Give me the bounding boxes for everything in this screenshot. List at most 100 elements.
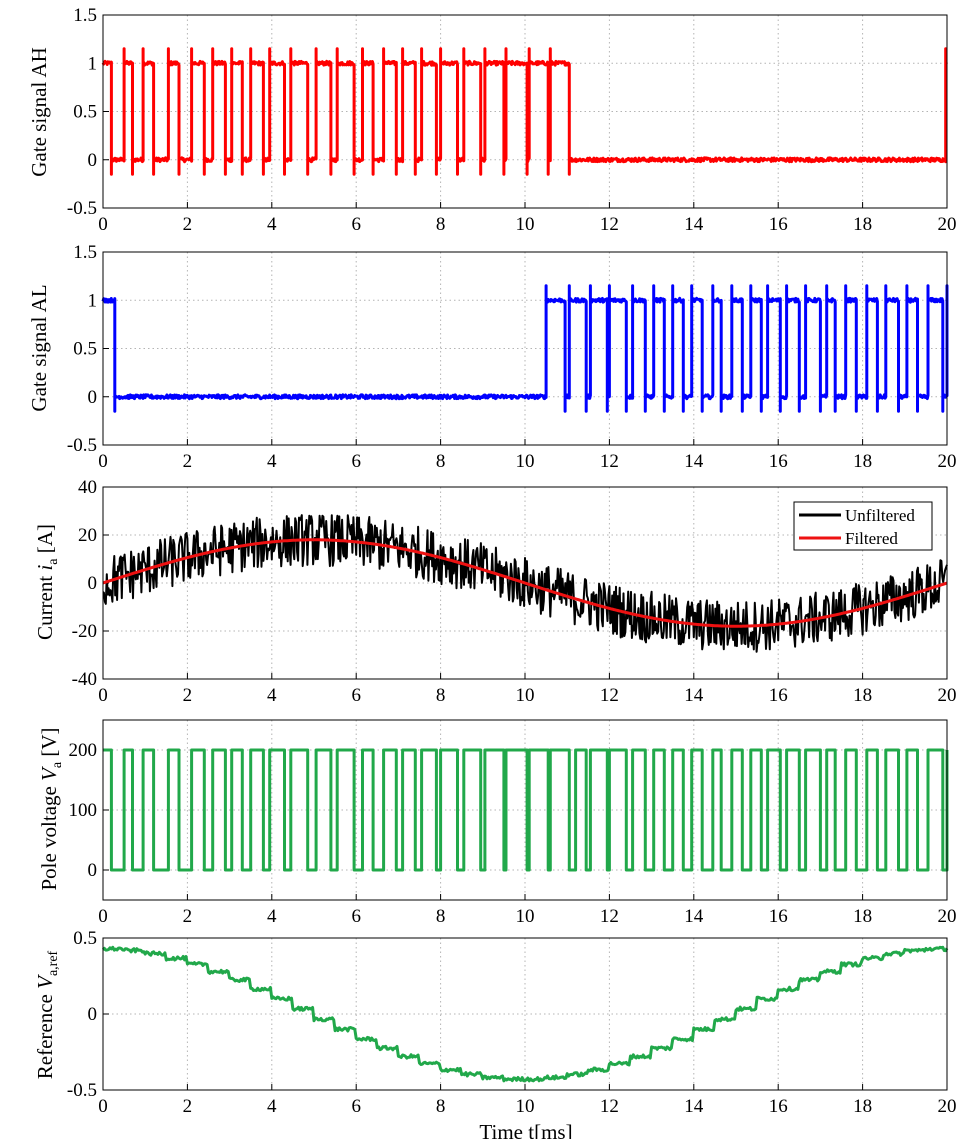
panel4-xtick-label: 12 xyxy=(600,906,619,927)
panel1-xtick-label: 12 xyxy=(600,214,619,235)
panel3-xtick-label: 18 xyxy=(853,685,872,706)
panel1-ytick-label: -0.5 xyxy=(67,198,97,219)
panel3-xtick-label: 8 xyxy=(436,685,446,706)
panel5-xtick-label: 8 xyxy=(436,1096,446,1117)
panel4-xtick-label: 16 xyxy=(769,906,788,927)
legend-box xyxy=(793,501,933,551)
panel3-ytick-label: 20 xyxy=(78,525,97,546)
panel2-xtick-label: 20 xyxy=(938,451,957,472)
panel4-xtick-label: 6 xyxy=(351,906,361,927)
panel1-ytick-label: 1.5 xyxy=(73,5,97,26)
panel3-ylabel-unit: [A] xyxy=(33,524,57,558)
panel3-xtick-label: 16 xyxy=(769,685,788,706)
panel1-xtick-label: 20 xyxy=(938,214,957,235)
panel1-ytick-label: 1 xyxy=(88,53,98,74)
panel2-chart: 0 2 4 6 8 10 12 14 16 18 20-0.500.511.5 xyxy=(67,242,957,472)
panel4-xtick-label: 4 xyxy=(267,906,277,927)
panel1-ylabel: Gate signal AH xyxy=(27,47,51,176)
panel5-xtick-label: 16 xyxy=(769,1096,788,1117)
panel4-xtick-label: 18 xyxy=(853,906,872,927)
panel4-xtick-label: 2 xyxy=(183,906,193,927)
panel4-xtick-label: 10 xyxy=(516,906,535,927)
legend: Unfiltered Filtered xyxy=(793,501,933,551)
panel1-frame xyxy=(102,14,948,209)
panel3-ytick-label: 0 xyxy=(88,573,98,594)
panel3-ytick-label: -20 xyxy=(72,621,97,642)
panel3-ylabel-symbol: i xyxy=(33,565,57,571)
panel2-xtick-label: 18 xyxy=(853,451,872,472)
panel2-ytick-label: 1 xyxy=(88,290,98,311)
panel3-xtick-label: 12 xyxy=(600,685,619,706)
panel1-xtick-label: 18 xyxy=(853,214,872,235)
panel5-xtick-label: 10 xyxy=(516,1096,535,1117)
panel4-xtick-label: 8 xyxy=(436,906,446,927)
panel1-xtick-label: 14 xyxy=(684,214,704,235)
panel2-xtick-label: 4 xyxy=(267,451,277,472)
panel5-xtick-label: 14 xyxy=(684,1096,704,1117)
panel2-ytick-label: -0.5 xyxy=(67,435,97,456)
panel5-xtick-label: 6 xyxy=(351,1096,361,1117)
panel4-ylabel-unit: [V] xyxy=(37,727,61,761)
panel2-ylabel: Gate signal AL xyxy=(27,284,51,411)
panel1-xtick-label: 10 xyxy=(516,214,535,235)
panel4-ylabel: Pole voltage Va [V] xyxy=(37,727,65,890)
panel4-xtick-label: 20 xyxy=(938,906,957,927)
panel5-ytick-label: -0.5 xyxy=(67,1080,97,1101)
panel1-xtick-label: 0 xyxy=(98,214,108,235)
panel5-ylabel: Reference Va,ref xyxy=(33,950,61,1079)
panel5-xtick-label: 18 xyxy=(853,1096,872,1117)
panel1-chart: 0 2 4 6 8 10 12 14 16 18 20-0.500.511.5 xyxy=(67,5,957,235)
panel1-ytick-label: 0.5 xyxy=(73,102,97,123)
legend-filtered-label: Filtered xyxy=(845,529,898,548)
panel2-xtick-label: 14 xyxy=(684,451,704,472)
panel4-frame xyxy=(102,719,948,901)
panel3-ytick-label: 40 xyxy=(78,477,97,498)
panel3-ylabel-main: Current xyxy=(33,571,57,640)
panel1-xtick-label: 8 xyxy=(436,214,446,235)
panel5-ylabel-symbol: V xyxy=(33,974,57,989)
panel1-xtick-label: 16 xyxy=(769,214,788,235)
panel3-series-unfiltered xyxy=(102,514,948,653)
legend-unfiltered-label: Unfiltered xyxy=(845,506,915,525)
panel2-xtick-label: 16 xyxy=(769,451,788,472)
panel1-xtick-label: 4 xyxy=(267,214,277,235)
panel3-xtick-label: 6 xyxy=(351,685,361,706)
panel2-xtick-label: 2 xyxy=(183,451,193,472)
panel2-xtick-label: 0 xyxy=(98,451,108,472)
panel2-frame xyxy=(102,251,948,446)
panel5-xtick-label: 4 xyxy=(267,1096,277,1117)
panel5-xtick-label: 0 xyxy=(98,1096,108,1117)
panel5-xtick-label: 20 xyxy=(938,1096,957,1117)
panel3-xtick-label: 4 xyxy=(267,685,277,706)
panel2-series-gate-signal-al xyxy=(101,284,949,413)
panel3-ylabel-subscript: a xyxy=(46,558,61,565)
panel4-xtick-label: 14 xyxy=(684,906,704,927)
panel1-ytick-label: 0 xyxy=(88,150,98,171)
panel5-ylabel-main: Reference xyxy=(33,989,57,1079)
chart-panels: 0 2 4 6 8 10 12 14 16 18 20-0.500.511.50 2 4 6 8 10 12 14… xyxy=(67,5,957,1117)
panel4-xtick-label: 0 xyxy=(98,906,108,927)
panel4-ytick-label: 100 xyxy=(69,800,98,821)
panel1-xtick-label: 6 xyxy=(351,214,361,235)
panel2-xtick-label: 10 xyxy=(516,451,535,472)
panel5-chart: 0 2 4 6 8 10 12 14 16 18 20-0.500.5 xyxy=(67,928,957,1117)
panel5-xtick-label: 12 xyxy=(600,1096,619,1117)
panel5-series-reference xyxy=(101,945,949,1083)
panel1-series-gate-signal-ah xyxy=(101,47,948,176)
panel4-ytick-label: 200 xyxy=(69,740,98,761)
panel4-ylabel-symbol: V xyxy=(37,766,61,781)
panel5-xtick-label: 2 xyxy=(183,1096,193,1117)
panel3-ylabel: Current ia [A] xyxy=(33,524,61,640)
panel2-ytick-label: 0 xyxy=(88,387,98,408)
panel4-ylabel-subscript: a xyxy=(50,761,65,768)
panel3-xtick-label: 10 xyxy=(516,685,535,706)
panel4-ylabel-main: Pole voltage xyxy=(37,781,61,891)
panel5-ylabel-subscript: a,ref xyxy=(46,950,61,976)
x-axis-label: Time t[ms] xyxy=(479,1120,572,1139)
panel3-xtick-label: 2 xyxy=(183,685,193,706)
panel3-xtick-label: 14 xyxy=(684,685,704,706)
panel2-ytick-label: 0.5 xyxy=(73,339,97,360)
panel2-xtick-label: 6 xyxy=(351,451,361,472)
